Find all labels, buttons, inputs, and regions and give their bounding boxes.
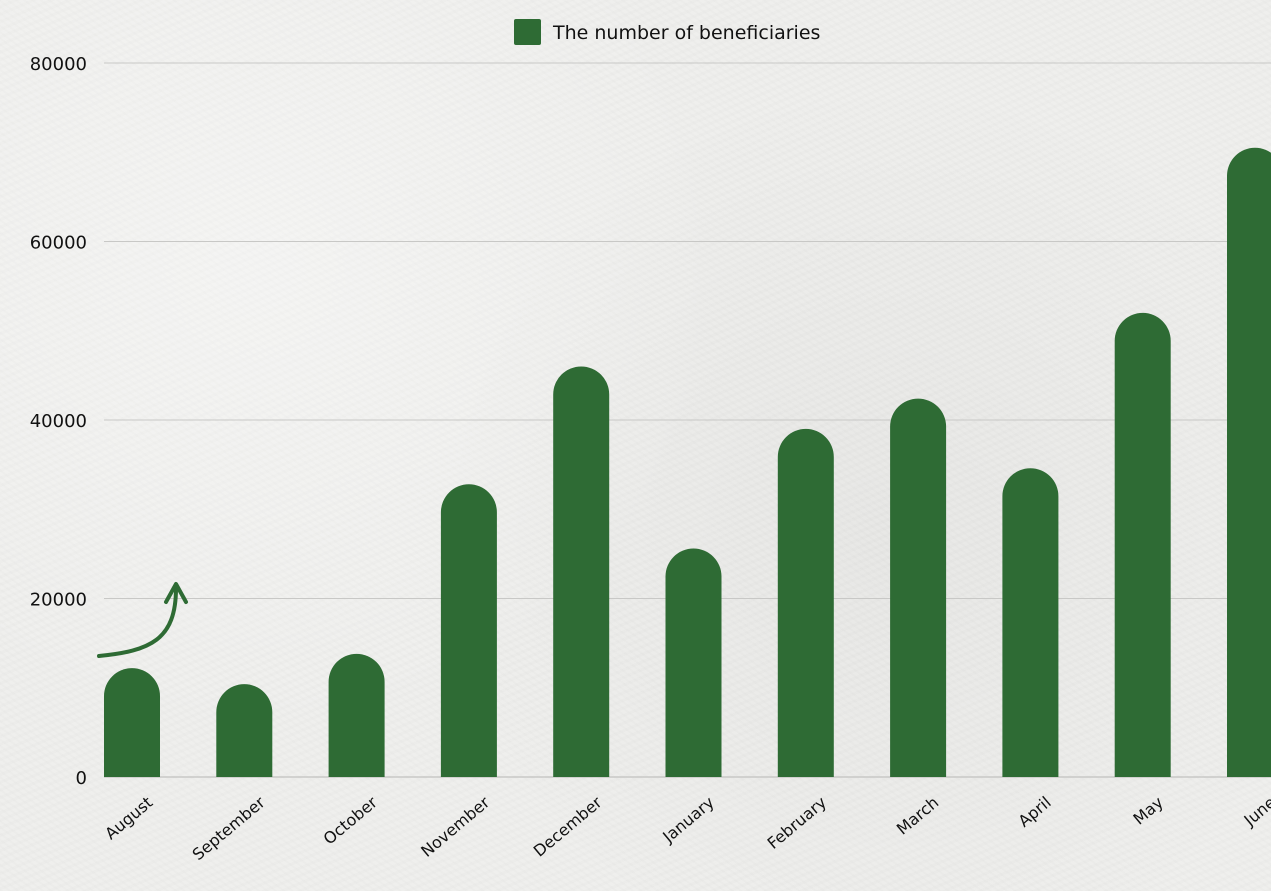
x-tick-label: April (1014, 793, 1054, 831)
x-tick-label: June (1240, 793, 1271, 831)
y-tick-label: 80000 (30, 54, 87, 75)
bar-september (216, 684, 273, 777)
x-axis: August September October November December Ja… (101, 792, 1271, 864)
bar-november (440, 484, 497, 777)
y-axis: 0 20000 40000 60000 80000 (30, 54, 87, 789)
bar-may (1114, 312, 1171, 777)
arrow-curve (97, 586, 178, 658)
legend: The number of beneficiaries (514, 19, 820, 45)
x-tick-label: February (764, 793, 831, 853)
bar-december (553, 366, 610, 777)
bars (104, 147, 1271, 777)
bar-april (1002, 468, 1059, 777)
bar-august (104, 668, 160, 777)
bar-october (328, 653, 385, 777)
x-tick-label: November (417, 792, 493, 860)
bar-january (665, 548, 722, 777)
x-tick-label: March (893, 793, 943, 839)
x-tick-label: May (1129, 793, 1167, 829)
y-tick-label: 20000 (30, 590, 87, 611)
arrow-annotation (97, 582, 188, 658)
arrow-head (164, 582, 188, 604)
x-tick-label: September (189, 792, 269, 864)
y-tick-label: 40000 (30, 411, 87, 432)
bar-june (1227, 147, 1271, 777)
y-tick-label: 60000 (30, 233, 87, 254)
x-tick-label: December (530, 792, 606, 860)
legend-label: The number of beneficiaries (552, 22, 820, 44)
y-tick-label: 0 (76, 768, 87, 789)
bar-february (777, 428, 834, 777)
x-tick-label: January (658, 793, 717, 847)
x-tick-label: August (101, 793, 156, 844)
bar-march (890, 398, 947, 777)
x-tick-label: October (320, 792, 382, 848)
legend-swatch (514, 19, 541, 45)
